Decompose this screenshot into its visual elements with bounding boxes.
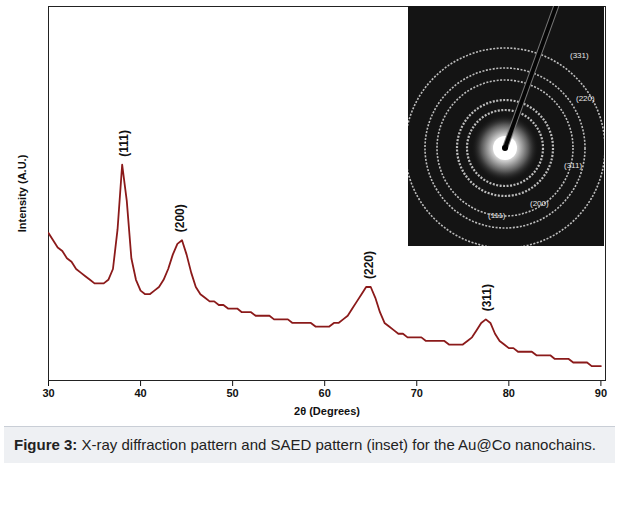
svg-text:(220): (220) [576,94,595,103]
svg-text:2θ (Degrees): 2θ (Degrees) [294,405,360,417]
svg-text:Intensity (A.U.): Intensity (A.U.) [16,154,28,232]
svg-text:(311): (311) [480,284,494,311]
svg-text:80: 80 [503,387,515,399]
svg-text:70: 70 [411,387,423,399]
svg-text:90: 90 [595,387,607,399]
svg-text:60: 60 [319,387,331,399]
html-text:Figure 3: X-ray diffraction pa: Figure 3: X-ray diffraction pattern and … [14,436,596,453]
svg-text:(311): (311) [564,161,582,170]
svg-text:(331): (331) [570,51,589,60]
svg-text:(220): (220) [362,251,376,279]
svg-text:30: 30 [42,387,54,399]
svg-text:(200): (200) [173,204,187,232]
svg-text:40: 40 [134,387,146,399]
svg-text:(111): (111) [488,211,506,220]
svg-text:50: 50 [227,387,239,399]
svg-text:(200): (200) [530,199,549,208]
svg-text:(111): (111) [117,130,131,157]
